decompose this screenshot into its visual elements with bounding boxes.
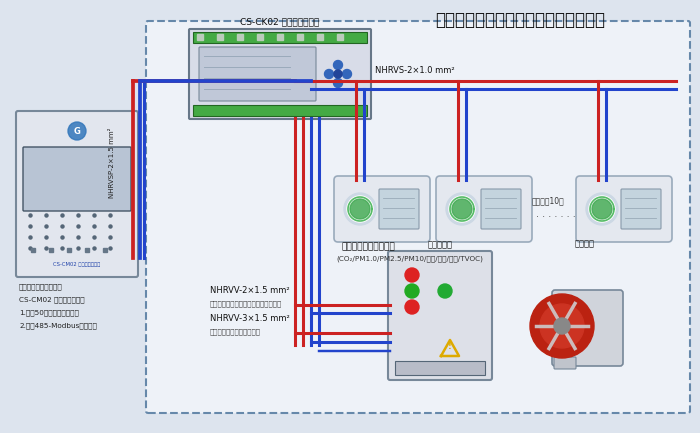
Circle shape (344, 193, 376, 225)
FancyBboxPatch shape (552, 290, 623, 366)
Bar (193, 32, 367, 43)
Text: 2.预留485-Modbus协议接口: 2.预留485-Modbus协议接口 (19, 322, 97, 329)
Text: CS-CM02 空气质量监控器: CS-CM02 空气质量监控器 (19, 296, 85, 303)
FancyBboxPatch shape (23, 147, 131, 211)
FancyBboxPatch shape (189, 29, 371, 119)
Circle shape (68, 122, 86, 140)
FancyBboxPatch shape (379, 189, 419, 229)
FancyBboxPatch shape (199, 47, 316, 101)
Circle shape (438, 284, 452, 298)
Text: 风机配电箱: 风机配电箱 (428, 240, 452, 249)
Bar (395, 361, 485, 375)
Text: 1.可幢50台空气质量控制器: 1.可幢50台空气质量控制器 (19, 309, 79, 316)
Text: 多合一空气质量探测器: 多合一空气质量探测器 (342, 242, 396, 251)
Text: CS-CM02 空气质量监控器: CS-CM02 空气质量监控器 (53, 262, 101, 267)
Text: !: ! (448, 342, 452, 351)
Circle shape (334, 70, 342, 78)
FancyBboxPatch shape (621, 189, 661, 229)
Text: 控制器控制、取电于配电箱: 控制器控制、取电于配电箱 (210, 328, 261, 335)
Text: 最多连接10台: 最多连接10台 (532, 197, 565, 206)
Circle shape (586, 193, 618, 225)
Circle shape (325, 70, 333, 78)
Circle shape (405, 284, 419, 298)
Bar (193, 105, 367, 116)
FancyBboxPatch shape (146, 21, 690, 413)
FancyBboxPatch shape (554, 357, 576, 369)
Circle shape (589, 196, 615, 222)
Circle shape (333, 61, 342, 70)
Text: · · · · · · ·: · · · · · · · (536, 212, 575, 222)
Text: 通风设备: 通风设备 (575, 239, 595, 248)
Circle shape (592, 199, 612, 219)
Text: NHRVV-2×1.5 mm²: NHRVV-2×1.5 mm² (210, 286, 290, 295)
Circle shape (452, 199, 472, 219)
Circle shape (333, 78, 342, 87)
Circle shape (449, 196, 475, 222)
Text: NHRVS-2×1.0 mm²: NHRVS-2×1.0 mm² (375, 66, 454, 75)
Text: 创世电子室内空气质量监控系统原理图: 创世电子室内空气质量监控系统原理图 (435, 11, 605, 29)
Circle shape (350, 199, 370, 219)
FancyBboxPatch shape (481, 189, 521, 229)
Text: NHRVV-3×1.5 mm²: NHRVV-3×1.5 mm² (210, 314, 290, 323)
Circle shape (347, 196, 373, 222)
FancyBboxPatch shape (16, 111, 138, 277)
Circle shape (405, 300, 419, 314)
Text: NHRVSP-2×1.5 mm²: NHRVSP-2×1.5 mm² (109, 128, 115, 198)
Text: 控制器控制风机启停，输出开关量信号: 控制器控制风机启停，输出开关量信号 (210, 301, 282, 307)
Text: (CO₂/PM1.0/PM2.5/PM10/温度/湿度/甲醉/TVOC): (CO₂/PM1.0/PM2.5/PM10/温度/湿度/甲醉/TVOC) (336, 255, 483, 262)
Circle shape (530, 294, 594, 358)
Text: G: G (74, 126, 80, 136)
FancyBboxPatch shape (576, 176, 672, 242)
Text: CS-CK02 空气质量控制器: CS-CK02 空气质量控制器 (240, 17, 320, 26)
Circle shape (446, 193, 478, 225)
Text: 安装在消控室、值班室: 安装在消控室、值班室 (19, 283, 63, 290)
FancyBboxPatch shape (334, 176, 430, 242)
FancyBboxPatch shape (436, 176, 532, 242)
Circle shape (540, 304, 584, 348)
Circle shape (405, 268, 419, 282)
Circle shape (554, 318, 570, 334)
Circle shape (342, 70, 351, 78)
FancyBboxPatch shape (388, 251, 492, 380)
